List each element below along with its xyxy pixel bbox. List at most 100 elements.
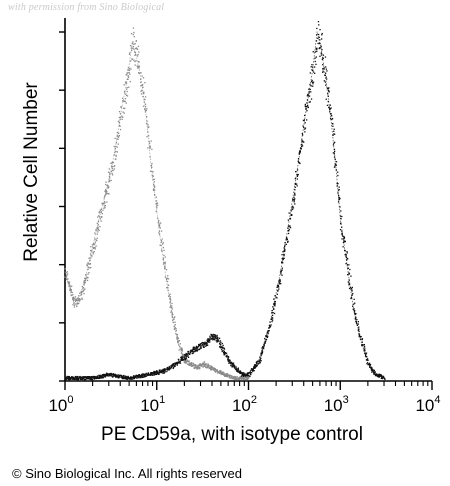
histogram-point [244,376,246,378]
histogram-point [118,116,121,119]
histogram-point [296,169,299,171]
histogram-point [94,246,96,249]
histogram-point [135,377,137,379]
histogram-point [103,207,105,209]
histogram-point [221,350,223,353]
histogram-point [96,229,98,231]
histogram-point [233,364,235,366]
histogram-point [261,353,263,355]
histogram-point [278,279,280,281]
histogram-point [196,366,198,369]
histogram-point [78,299,80,301]
histogram-point [104,207,106,209]
histogram-point [365,354,367,356]
histogram-point [87,276,89,279]
histogram-point [175,330,177,332]
histogram-point [220,341,222,344]
histogram-point [293,196,295,198]
histogram-point [269,325,272,327]
histogram-point [67,281,69,283]
histogram-point [147,372,149,374]
histogram-point [272,312,274,314]
histogram-point [121,375,123,377]
histogram-point [210,337,213,340]
histogram-point [104,201,106,203]
histogram-point [243,372,245,374]
histogram-point [185,352,187,355]
histogram-point [158,226,160,228]
histogram-point [301,145,304,147]
histogram-point [202,366,204,368]
histogram-point [194,348,196,350]
histogram-point [79,298,81,300]
histogram-point [219,340,222,342]
histogram-point [114,373,116,375]
histogram-point [346,252,348,254]
histogram-point [153,372,155,374]
histogram-point [68,281,71,283]
histogram-point [101,377,103,379]
histogram-point [254,364,256,366]
histogram-point [260,357,262,360]
histogram-point [125,93,127,95]
histogram-point [171,306,173,309]
histogram-point [351,286,353,289]
histogram-point [279,283,281,285]
histogram-point [372,370,374,373]
histogram-point [154,186,156,188]
histogram-point [174,321,176,323]
histogram-point [365,353,367,355]
histogram-point [164,266,166,269]
histogram-point [327,93,329,95]
histogram-point [190,364,192,367]
histogram-point [301,145,303,148]
histogram-point [330,113,332,115]
histogram-point [264,337,266,340]
histogram-point [79,292,81,294]
histogram-point [92,375,94,378]
histogram-point [233,367,236,369]
histogram-point [297,173,299,176]
histogram-point [177,337,179,339]
histogram-point [238,378,241,380]
histogram-point [380,375,382,377]
histogram-point [195,366,197,368]
histogram-point [100,220,102,222]
histogram-point [263,345,265,347]
histogram-point [198,363,201,365]
histogram-point [73,302,75,304]
histogram-point [72,298,74,300]
histogram-point [358,333,360,335]
histogram-point [186,360,188,362]
histogram-point [204,341,206,343]
histogram-point [320,47,322,49]
histogram-point [155,373,157,376]
histogram-point [325,98,327,100]
histogram-point [106,372,108,374]
histogram-point [308,88,310,90]
histogram-point [316,50,318,53]
histogram-point [82,287,85,289]
histogram-point [133,43,135,45]
histogram-point [236,378,238,380]
histogram-point [279,279,281,282]
histogram-point [194,364,196,366]
histogram-point [82,376,84,378]
histogram-point [117,120,120,122]
histogram-point [99,226,101,228]
histogram-point [230,361,233,364]
histogram-point [138,72,140,74]
histogram-point [322,54,325,56]
histogram-point [157,217,159,219]
histogram-point [209,336,211,339]
histogram-point [338,198,341,201]
histogram-point [158,371,160,373]
histogram-point [239,376,241,378]
histogram-point [158,369,160,371]
histogram-point [138,67,140,69]
histogram-point [219,346,221,348]
histogram-point [227,360,229,362]
histogram-point [203,364,205,366]
histogram-point [279,280,281,283]
histogram-point [106,201,108,203]
